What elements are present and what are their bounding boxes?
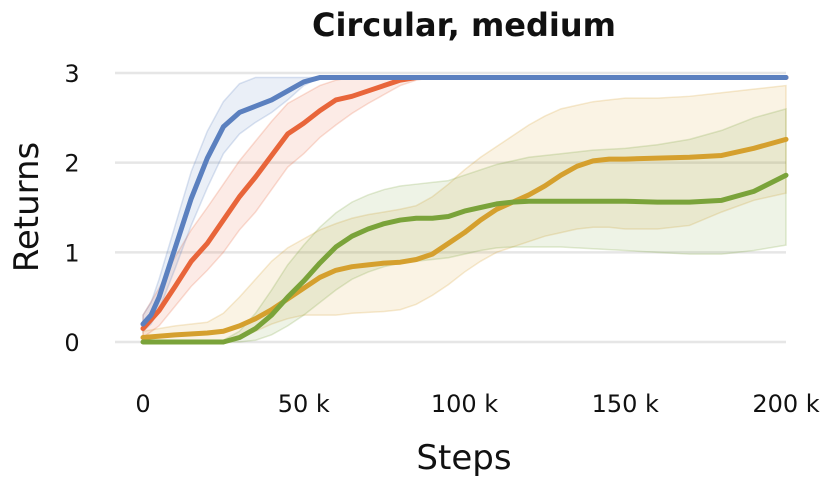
series-2-line [140, 172, 789, 345]
x-tick-label-0: 0 [135, 390, 150, 418]
series-3-line [140, 74, 789, 327]
y-axis-label: Returns [7, 142, 47, 273]
gridlines [115, 71, 786, 344]
chart-title: Circular, medium [312, 6, 616, 44]
x-axis-label: Steps [416, 438, 511, 478]
x-axis-tick-labels: 0 50 k 100 k 150 k 200 k [135, 390, 819, 418]
y-tick-label-0: 0 [64, 329, 79, 357]
series-1-line [140, 74, 789, 332]
x-tick-label-100000: 100 k [431, 390, 498, 418]
series-0-line [140, 136, 789, 341]
series-lines [140, 74, 789, 345]
y-axis-tick-labels: 0 1 2 3 [64, 60, 79, 357]
x-tick-label-200000: 200 k [752, 390, 819, 418]
y-tick-label-3: 3 [64, 60, 79, 88]
x-tick-label-50000: 50 k [278, 390, 330, 418]
x-tick-label-150000: 150 k [592, 390, 659, 418]
y-tick-label-2: 2 [64, 150, 79, 178]
y-tick-label-1: 1 [64, 239, 79, 267]
